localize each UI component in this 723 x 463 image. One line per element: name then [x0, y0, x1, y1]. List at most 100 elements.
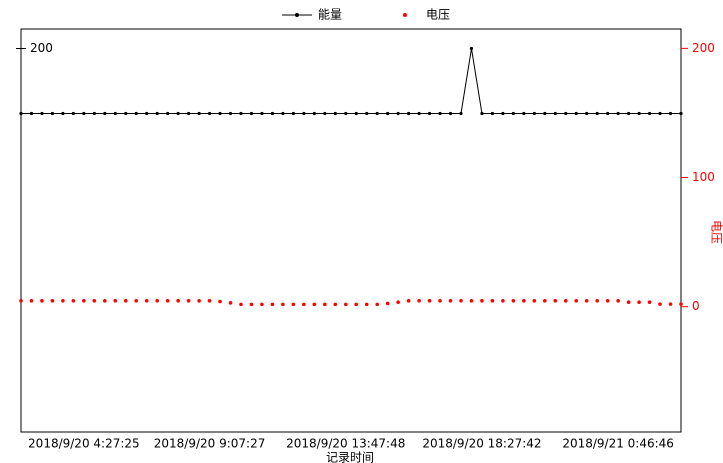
point [197, 298, 201, 303]
x-tick-label: 2018/9/20 4:27:25 [28, 437, 140, 451]
y-tick-label: 200 [30, 41, 53, 55]
point [407, 111, 411, 116]
point [438, 111, 442, 116]
point [584, 298, 589, 303]
point [606, 111, 610, 116]
point [501, 298, 505, 303]
point [364, 302, 369, 307]
point [71, 298, 76, 303]
point [543, 111, 547, 116]
point [166, 111, 170, 116]
point [480, 298, 484, 303]
point [61, 298, 65, 303]
point [61, 111, 65, 116]
point [553, 298, 558, 303]
point [207, 298, 212, 303]
point [134, 111, 138, 116]
point [302, 302, 306, 307]
point [92, 298, 97, 303]
point [82, 111, 86, 116]
point [637, 111, 641, 116]
point [375, 111, 379, 116]
point [218, 299, 222, 304]
point [249, 111, 254, 116]
point [595, 298, 599, 303]
point [438, 298, 442, 303]
point [281, 111, 285, 116]
point [605, 298, 610, 303]
point [522, 298, 526, 303]
point [92, 111, 96, 116]
point [553, 111, 557, 116]
point [616, 298, 620, 303]
point [239, 302, 243, 307]
point [82, 298, 86, 303]
point [543, 298, 547, 303]
point [302, 111, 306, 116]
point [522, 111, 526, 116]
point [29, 111, 34, 116]
point [386, 111, 390, 116]
y2-tick-label: 100 [692, 170, 715, 184]
point [511, 298, 516, 303]
point [197, 111, 201, 116]
point [176, 111, 180, 116]
point [658, 302, 662, 306]
x-tick-label: 2018/9/20 13:47:48 [286, 437, 405, 451]
point [490, 111, 495, 116]
point [19, 298, 23, 303]
legend-label: 电压 [426, 8, 450, 22]
point [260, 111, 264, 116]
point [312, 111, 316, 116]
point [19, 111, 23, 116]
point [616, 111, 620, 116]
point [113, 298, 118, 303]
point [50, 298, 55, 303]
point [249, 302, 254, 307]
point [270, 111, 275, 116]
point [532, 111, 536, 116]
point [448, 298, 453, 303]
point [574, 298, 579, 303]
point [354, 302, 359, 307]
legend-label: 能量 [318, 8, 342, 22]
point [333, 111, 337, 116]
point [270, 302, 275, 307]
point [532, 298, 537, 303]
point [144, 298, 149, 303]
point [291, 302, 296, 307]
point [239, 111, 243, 116]
point [396, 111, 400, 116]
point [207, 111, 212, 116]
point [469, 298, 474, 303]
point [647, 111, 652, 116]
y2-axis-label: 电压 [710, 220, 723, 244]
point [637, 300, 641, 304]
point [574, 111, 578, 116]
point [323, 302, 327, 307]
point [668, 111, 673, 116]
point [417, 298, 421, 303]
point [585, 111, 589, 116]
point [490, 298, 495, 303]
y2-tick-label: 0 [692, 299, 700, 313]
point [113, 111, 117, 116]
point [103, 111, 107, 116]
point [501, 111, 505, 116]
point [123, 298, 128, 303]
legend-marker [403, 13, 407, 17]
x-tick-label: 2018/9/21 0:46:46 [562, 437, 674, 451]
point [459, 111, 463, 116]
point [155, 111, 159, 116]
point [396, 300, 400, 304]
y2-tick-label: 200 [692, 41, 715, 55]
point [427, 298, 432, 303]
point [354, 111, 358, 116]
point [312, 302, 317, 307]
point [187, 111, 191, 116]
point [511, 111, 515, 116]
point [145, 111, 149, 116]
point [281, 302, 285, 307]
point [228, 301, 233, 305]
